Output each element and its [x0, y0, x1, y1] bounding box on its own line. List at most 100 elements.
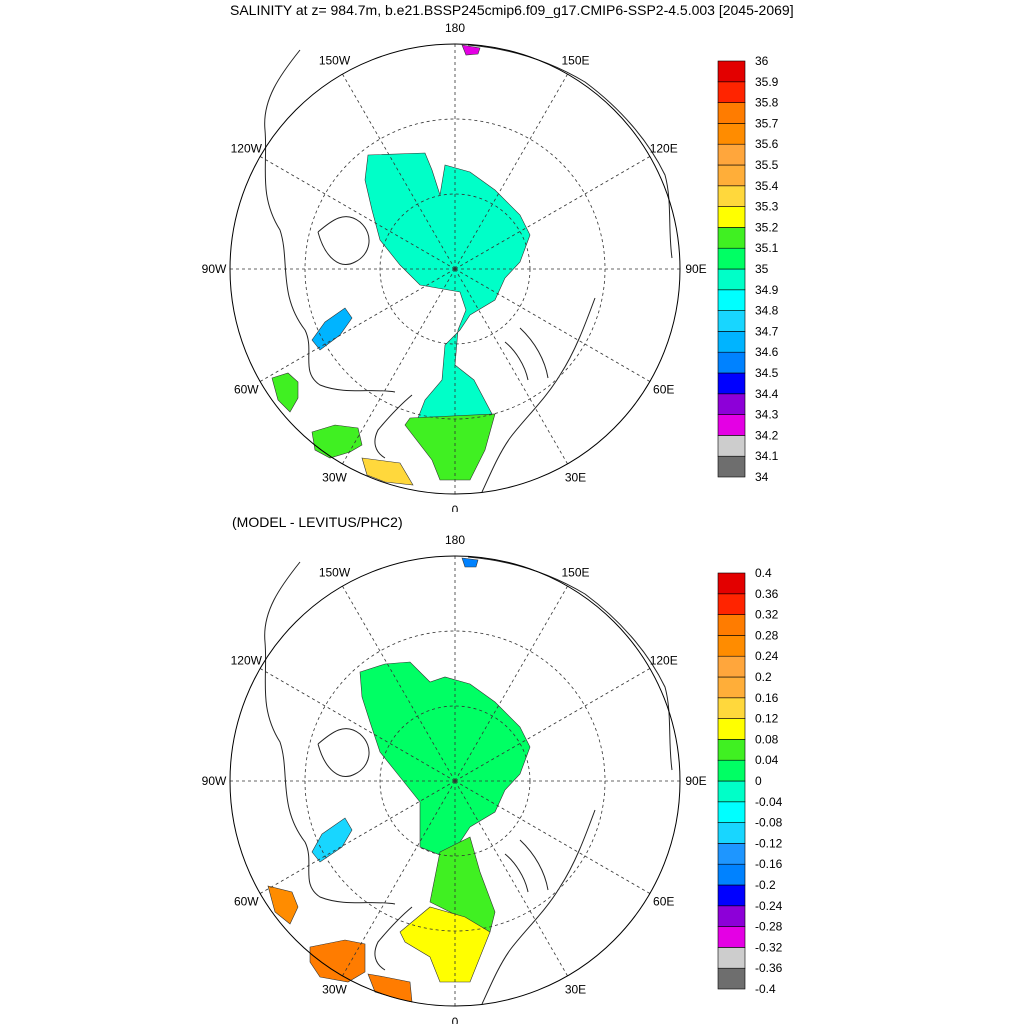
colorbar-label-3: 34.3 [755, 408, 779, 422]
meridian-4 [454, 268, 651, 382]
colorbar-box-2 [717, 414, 746, 436]
colorbar-box-3 [717, 905, 746, 927]
colorbar-label-19: 35.9 [755, 75, 779, 89]
colorbar-box-19 [717, 572, 746, 595]
lon-label-60E: 60E [653, 895, 674, 909]
colorbar-label-15: 0.2 [755, 670, 772, 684]
colorbar-box-5 [717, 863, 746, 886]
colorbar-label-8: 34.8 [755, 304, 779, 318]
meridian-8 [259, 780, 456, 894]
colorbar-box-9 [717, 268, 746, 291]
colorbar-box-0 [717, 455, 746, 478]
coastline-7 [504, 853, 529, 893]
colorbar-box-17 [717, 614, 746, 636]
lon-label-0: 0 [452, 1015, 459, 1024]
colorbar-box-19 [717, 60, 746, 83]
ocean-region-8 [461, 557, 479, 568]
colorbar-label-4: 34.4 [755, 387, 779, 401]
colorbar-box-18 [717, 593, 746, 615]
lon-label-120E: 120E [650, 654, 678, 668]
lon-label-180: 180 [445, 533, 465, 547]
colorbar-box-4 [717, 372, 746, 395]
colorbar-label-16: 0.24 [755, 649, 779, 663]
meridian-7 [342, 780, 456, 977]
colorbar-label-14: 35.4 [755, 179, 779, 193]
meridian-10 [259, 668, 456, 782]
lon-label-150W: 150W [319, 565, 351, 579]
lon-label-120E: 120E [650, 142, 678, 156]
colorbar-box-12 [717, 718, 746, 740]
coastline-4 [374, 906, 413, 971]
colorbar-box-17 [717, 102, 746, 124]
colorbar-box-14 [717, 164, 746, 187]
top-title: SALINITY at z= 984.7m, b.e21.BSSP245cmip… [230, 2, 794, 18]
meridian-11 [342, 73, 456, 270]
lon-label-30E: 30E [565, 471, 586, 485]
meridian-1 [454, 73, 568, 270]
lon-label-90E: 90E [685, 262, 706, 276]
colorbar-label-16: 35.6 [755, 137, 779, 151]
colorbar-label-1: 34.1 [755, 449, 779, 463]
ocean-region-3 [311, 424, 363, 459]
map-group: 180 150E 120E 90E 60E 30E 0 30W 60W 90W 120W 150W [202, 533, 707, 1024]
colorbar-label-6: 34.6 [755, 345, 779, 359]
meridian-5 [454, 268, 568, 465]
colorbar-box-11 [717, 739, 746, 761]
colorbar-label-6: -0.16 [755, 857, 783, 871]
colorbar-label-9: 34.9 [755, 283, 779, 297]
colorbar-label-4: -0.24 [755, 899, 783, 913]
colorbar-box-4 [717, 884, 746, 907]
colorbar-label-5: -0.2 [755, 878, 776, 892]
coastline-5 [317, 216, 370, 265]
colorbar-label-0: 34 [755, 470, 769, 484]
colorbar-label-1: -0.36 [755, 961, 783, 975]
colorbar-label-3: -0.28 [755, 920, 783, 934]
colorbar-box-3 [717, 393, 746, 415]
ocean-region-7 [461, 44, 481, 56]
lon-label-150E: 150E [561, 53, 589, 67]
colorbar-label-11: 0.04 [755, 753, 779, 767]
colorbar-label-13: 35.3 [755, 200, 779, 214]
lon-label-90W: 90W [202, 262, 227, 276]
colorbar-box-14 [717, 676, 746, 699]
colorbar-box-6 [717, 843, 746, 865]
lon-label-180: 180 [445, 21, 465, 35]
colorbar-box-9 [717, 780, 746, 803]
colorbar-label-10: 35 [755, 262, 769, 276]
coastline-5 [317, 728, 370, 777]
coastline-2 [264, 49, 396, 393]
meridian-7 [342, 268, 456, 465]
colorbar-box-7 [717, 822, 746, 844]
colorbar-label-7: 34.7 [755, 324, 779, 338]
lon-label-30E: 30E [565, 983, 586, 997]
colorbar-label-20: 0.4 [755, 566, 772, 580]
difference-map: 180 150E 120E 90E 60E 30E 0 30W 60W 90W 120W 150W -0… [202, 533, 783, 1024]
colorbar-label-11: 35.1 [755, 241, 779, 255]
map-boundary [229, 43, 681, 495]
colorbar-label-17: 35.7 [755, 116, 779, 130]
colorbar-label-12: 0.08 [755, 732, 779, 746]
lon-label-90W: 90W [202, 774, 227, 788]
colorbar-box-8 [717, 801, 746, 823]
lon-label-150E: 150E [561, 565, 589, 579]
colorbar-box-7 [717, 310, 746, 332]
colorbar-box-13 [717, 185, 746, 207]
ocean-region-1 [359, 661, 531, 858]
colorbar-label-19: 0.36 [755, 587, 779, 601]
meridian-8 [259, 268, 456, 382]
ocean-region-6 [267, 885, 299, 925]
lon-label-120W: 120W [231, 654, 263, 668]
colorbar-label-0: -0.4 [755, 982, 776, 996]
colorbar-box-5 [717, 351, 746, 374]
colorbar-label-9: -0.04 [755, 795, 783, 809]
colorbar-box-16 [717, 123, 746, 145]
colorbar-box-16 [717, 635, 746, 657]
coastline-3 [481, 297, 596, 493]
colorbar-box-12 [717, 206, 746, 228]
lon-label-60E: 60E [653, 383, 674, 397]
colorbar-label-20: 36 [755, 54, 769, 68]
colorbar-box-15 [717, 655, 746, 678]
colorbar-label-8: -0.08 [755, 816, 783, 830]
lon-label-90E: 90E [685, 774, 706, 788]
ocean-region-4 [309, 939, 366, 983]
